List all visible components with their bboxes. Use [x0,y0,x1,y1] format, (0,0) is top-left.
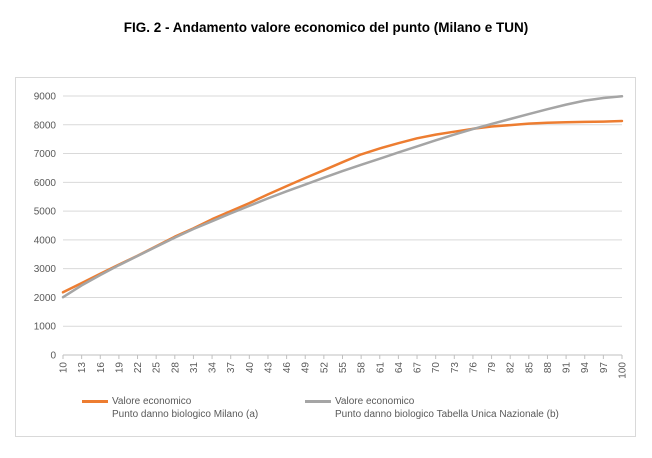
y-tick-label-6000: 6000 [34,178,57,189]
legend-label-milano-line1: Valore economico [112,396,192,407]
y-tick-label-5000: 5000 [34,207,57,218]
x-tick-label-34: 34 [208,362,219,374]
x-tick-label-55: 55 [338,362,349,374]
x-tick-label-79: 79 [487,362,498,374]
x-tick-label-37: 37 [226,362,237,374]
legend-label-tun-line2: Punto danno biologico Tabella Unica Nazi… [335,409,559,420]
legend-swatch-tun [305,400,331,403]
x-tick-label-64: 64 [394,362,405,374]
x-tick-label-43: 43 [263,362,274,374]
y-tick-label-3000: 3000 [34,264,57,275]
x-tick-label-28: 28 [170,362,181,374]
x-tick-label-22: 22 [133,362,144,374]
x-tick-label-40: 40 [245,362,256,374]
x-tick-label-25: 25 [152,362,163,374]
chart-area [15,77,636,437]
x-tick-label-16: 16 [96,362,107,374]
y-tick-label-4000: 4000 [34,235,57,246]
x-tick-label-67: 67 [413,362,424,374]
x-tick-label-52: 52 [319,362,330,374]
legend-item-tun: Valore economico Punto danno biologico T… [305,395,605,425]
x-tick-label-61: 61 [375,362,386,374]
x-tick-label-85: 85 [524,362,535,374]
y-tick-label-2000: 2000 [34,293,57,304]
y-tick-label-9000: 9000 [34,92,57,103]
series-line-tun [61,95,624,299]
y-tick-label-7000: 7000 [34,149,57,160]
legend-label-milano-line2: Punto danno biologico Milano (a) [112,409,259,420]
legend-label-tun-line1: Valore economico [335,396,415,407]
x-tick-label-73: 73 [450,362,461,374]
x-tick-label-10: 10 [59,362,70,374]
x-tick-label-19: 19 [114,362,125,374]
x-tick-label-58: 58 [357,362,368,374]
x-tick-label-97: 97 [599,362,610,374]
x-tick-label-82: 82 [506,362,517,374]
y-tick-label-0: 0 [50,351,56,362]
x-tick-label-70: 70 [431,362,442,374]
x-tick-label-31: 31 [189,362,200,374]
x-tick-label-91: 91 [562,362,573,374]
x-tick-label-100: 100 [618,362,629,379]
chart-title: FIG. 2 - Andamento valore economico del … [123,20,529,35]
series-line-milano [61,119,624,294]
legend-swatch-milano [82,400,108,403]
x-tick-label-94: 94 [580,362,591,374]
y-tick-label-1000: 1000 [34,322,57,333]
x-tick-label-13: 13 [77,362,88,374]
x-tick-label-46: 46 [282,362,293,374]
y-tick-label-8000: 8000 [34,120,57,131]
legend-item-milano: Valore economico Punto danno biologico M… [82,395,322,425]
x-tick-label-76: 76 [468,362,479,374]
x-tick-label-49: 49 [301,362,312,374]
x-tick-label-88: 88 [543,362,554,374]
